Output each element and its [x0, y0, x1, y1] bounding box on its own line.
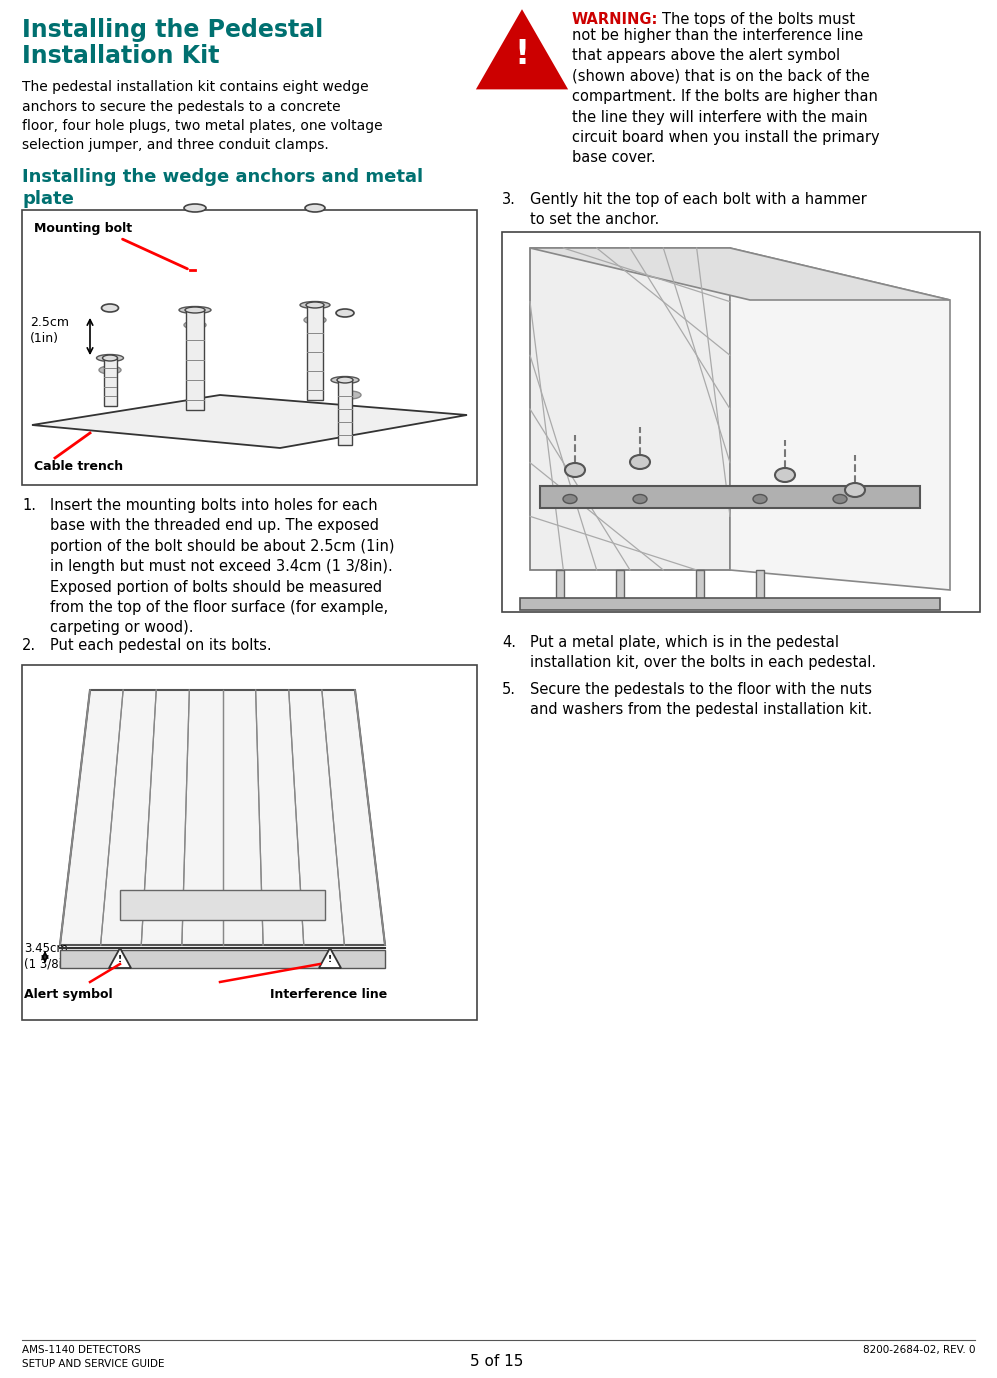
- Text: Installing the Pedestal: Installing the Pedestal: [22, 18, 323, 41]
- Text: Cable trench: Cable trench: [34, 460, 123, 473]
- Text: L  N: L N: [205, 909, 224, 921]
- Text: Interference line: Interference line: [270, 988, 387, 1000]
- Ellipse shape: [833, 495, 847, 503]
- Text: !: !: [514, 39, 529, 72]
- Ellipse shape: [179, 306, 211, 314]
- Text: WARNING:: WARNING:: [572, 12, 658, 28]
- Ellipse shape: [339, 391, 361, 400]
- Bar: [60, 949, 385, 967]
- Text: Alert symbol: Alert symbol: [24, 988, 113, 1000]
- Text: !: !: [328, 955, 332, 965]
- Ellipse shape: [184, 204, 206, 212]
- Ellipse shape: [300, 302, 330, 309]
- Text: Gently hit the top of each bolt with a hammer
to set the anchor.: Gently hit the top of each bolt with a h…: [530, 192, 866, 227]
- Polygon shape: [730, 248, 950, 590]
- Polygon shape: [530, 248, 950, 300]
- Bar: [338, 380, 352, 445]
- Text: 5 of 15: 5 of 15: [471, 1355, 523, 1368]
- Ellipse shape: [630, 455, 650, 469]
- Bar: [520, 598, 940, 610]
- Ellipse shape: [305, 204, 325, 212]
- Ellipse shape: [633, 495, 647, 503]
- Text: The tops of the bolts must: The tops of the bolts must: [662, 12, 855, 28]
- Ellipse shape: [565, 463, 585, 477]
- Bar: [756, 570, 764, 599]
- Ellipse shape: [331, 376, 359, 383]
- Ellipse shape: [563, 495, 577, 503]
- Ellipse shape: [103, 356, 118, 361]
- Bar: [186, 310, 204, 411]
- Ellipse shape: [102, 305, 119, 311]
- Ellipse shape: [304, 316, 326, 324]
- Text: plate: plate: [22, 190, 74, 208]
- Ellipse shape: [753, 495, 767, 503]
- Polygon shape: [319, 948, 341, 967]
- Text: 1.: 1.: [22, 497, 36, 513]
- Bar: [540, 486, 920, 508]
- Text: 4.: 4.: [502, 635, 516, 650]
- Ellipse shape: [306, 302, 324, 309]
- Bar: [696, 570, 704, 599]
- Ellipse shape: [845, 484, 865, 497]
- Text: Installation Kit: Installation Kit: [22, 44, 219, 68]
- Text: Installing the wedge anchors and metal: Installing the wedge anchors and metal: [22, 168, 423, 186]
- Polygon shape: [479, 12, 565, 88]
- Bar: [307, 305, 323, 400]
- Text: Put each pedestal on its bolts.: Put each pedestal on its bolts.: [50, 638, 271, 653]
- Polygon shape: [32, 395, 467, 448]
- Polygon shape: [109, 948, 131, 967]
- Text: AMS-1140 DETECTORS: AMS-1140 DETECTORS: [22, 1345, 141, 1355]
- Polygon shape: [60, 690, 385, 945]
- Ellipse shape: [336, 309, 354, 317]
- Text: 5.: 5.: [502, 682, 516, 697]
- Bar: [104, 358, 117, 407]
- Text: not be higher than the interference line
that appears above the alert symbol
(sh: not be higher than the interference line…: [572, 28, 879, 165]
- Text: 3.45cm
(1 3/8in): 3.45cm (1 3/8in): [24, 943, 74, 970]
- Polygon shape: [530, 248, 730, 570]
- Bar: [616, 570, 624, 599]
- Text: Mounting bolt: Mounting bolt: [34, 222, 133, 236]
- Ellipse shape: [337, 378, 353, 383]
- Text: Insert the mounting bolts into holes for each
base with the threaded end up. The: Insert the mounting bolts into holes for…: [50, 497, 395, 635]
- Text: 8200-2684-02, REV. 0: 8200-2684-02, REV. 0: [862, 1345, 975, 1355]
- Bar: [502, 232, 980, 612]
- Text: 3.: 3.: [502, 192, 515, 207]
- Bar: [22, 209, 477, 485]
- Text: The pedestal installation kit contains eight wedge
anchors to secure the pedesta: The pedestal installation kit contains e…: [22, 80, 383, 153]
- Bar: [556, 570, 564, 599]
- Text: 2.: 2.: [22, 638, 36, 653]
- Ellipse shape: [185, 307, 205, 313]
- Text: SETUP AND SERVICE GUIDE: SETUP AND SERVICE GUIDE: [22, 1359, 165, 1368]
- Ellipse shape: [184, 321, 206, 329]
- Text: 2.5cm
(1in): 2.5cm (1in): [30, 316, 69, 344]
- Ellipse shape: [99, 367, 121, 373]
- Ellipse shape: [97, 354, 124, 361]
- Text: Secure the pedestals to the floor with the nuts
and washers from the pedestal in: Secure the pedestals to the floor with t…: [530, 682, 872, 718]
- Ellipse shape: [775, 469, 795, 482]
- Bar: [120, 890, 325, 921]
- Text: Put a metal plate, which is in the pedestal
installation kit, over the bolts in : Put a metal plate, which is in the pedes…: [530, 635, 876, 671]
- Text: !: !: [118, 955, 122, 965]
- Bar: [22, 666, 477, 1020]
